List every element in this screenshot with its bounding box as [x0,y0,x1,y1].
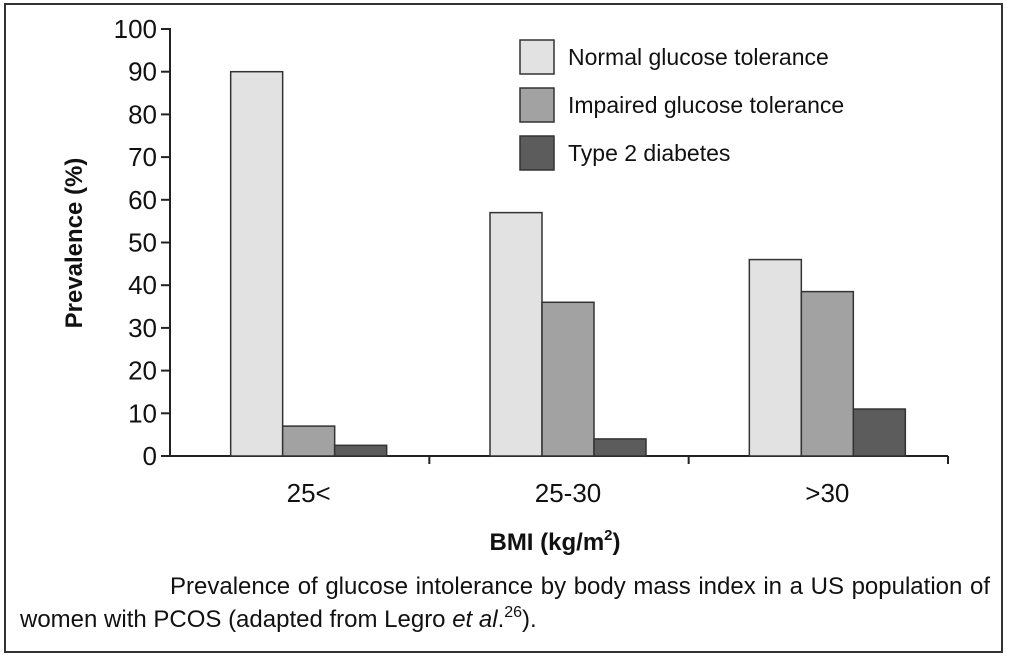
x-axis-title-main: BMI (kg/m [489,529,604,556]
bar [541,301,595,457]
legend-label: Impaired glucose tolerance [568,92,844,118]
y-tick-label: 70 [128,142,157,172]
legend-swatch [519,39,555,75]
y-tick-label: 20 [128,356,157,386]
bar [593,438,647,457]
legend-label: Type 2 diabetes [568,140,730,166]
y-tick-label: 80 [128,99,157,129]
bar [333,444,388,457]
y-tick-label: 40 [128,270,157,300]
caption-after-italic: . [497,606,505,633]
y-tick-label: 0 [143,441,157,471]
caption-reference: 26 [504,604,523,621]
x-ticks: 25< 25-30 >30 [287,456,949,508]
legend-swatch [519,87,555,123]
x-tick-label: 25-30 [535,478,602,508]
x-tick-label: 25< [287,478,331,508]
bars [229,70,907,457]
y-tick-label: 60 [128,185,157,215]
x-axis-title: BMI (kg/m2) [489,527,620,556]
figure-caption: Prevalence of glucose intolerance by bod… [20,570,990,636]
bar [852,408,907,457]
y-tick-label: 90 [128,57,157,87]
bar-chart: 0 10 20 30 40 50 60 70 80 90 100 25< 25-30 >30 Norma… [61,14,949,556]
x-axis-title-sup: 2 [604,527,612,544]
x-tick-label: >30 [805,478,849,508]
x-axis-title-suffix: ) [613,529,621,556]
y-axis-title: Prevalence (%) [61,158,88,329]
y-tick-label: 30 [128,313,157,343]
bar [748,258,803,457]
bar [800,290,855,457]
bar [489,211,543,457]
bar [229,70,284,457]
y-tick-label: 50 [128,228,157,258]
y-tick-label: 100 [114,14,157,44]
y-ticks: 0 10 20 30 40 50 60 70 80 90 100 [114,14,170,471]
caption-closing: ). [522,606,537,633]
caption-italic: et al [452,606,498,633]
legend-label: Normal glucose tolerance [568,44,829,70]
y-tick-label: 10 [128,398,157,428]
caption-text: Prevalence of glucose intolerance by bod… [20,573,990,633]
legend: Normal glucose tolerance Impaired glucose… [519,39,844,171]
bar [281,425,336,457]
legend-swatch [519,135,555,171]
